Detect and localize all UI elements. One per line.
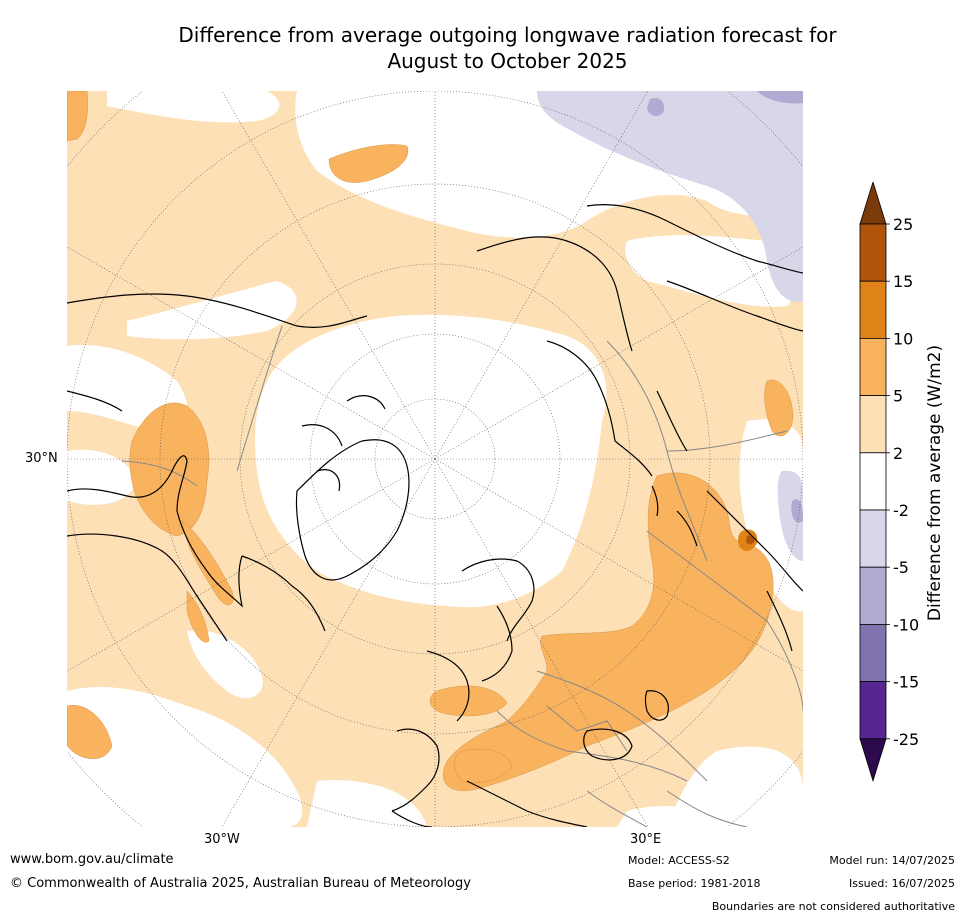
colorbar-segment-m10_m5 bbox=[859, 566, 887, 625]
colorbar-tick-label: 25 bbox=[893, 215, 913, 234]
colorbar: 25 15 10 5 2 -2 -5 -10 -15 -25 bbox=[859, 182, 919, 782]
footer-base-period: Base period: 1981-2018 bbox=[628, 877, 761, 890]
region-10-to-25 bbox=[738, 529, 758, 551]
colorbar-tick-label: 2 bbox=[893, 444, 903, 463]
lon-label-30e: 30°E bbox=[630, 832, 662, 847]
colorbar-segment-15_25 bbox=[859, 223, 887, 282]
title-line-1: Difference from average outgoing longwav… bbox=[178, 23, 837, 47]
footer-copyright: © Commonwealth of Australia 2025, Austra… bbox=[10, 876, 471, 891]
colorbar-tick-label: 5 bbox=[893, 387, 903, 406]
footer-url[interactable]: www.bom.gov.au/climate bbox=[10, 852, 174, 867]
footer-issued: Issued: 16/07/2025 bbox=[848, 877, 955, 890]
colorbar-tick-label: -2 bbox=[893, 501, 909, 520]
colorbar-segment-m25_m15 bbox=[859, 681, 887, 740]
colorbar-segment-2_5 bbox=[859, 395, 887, 454]
colorbar-segment-10_15 bbox=[859, 280, 887, 339]
chart-title: Difference from average outgoing longwav… bbox=[60, 22, 955, 74]
colorbar-tick-label: -5 bbox=[893, 558, 909, 577]
colorbar-tick-label: 15 bbox=[893, 272, 913, 291]
title-line-2: August to October 2025 bbox=[387, 49, 628, 73]
footer-model: Model: ACCESS-S2 bbox=[628, 854, 730, 867]
colorbar-title: Difference from average (W/m2) bbox=[925, 344, 945, 622]
colorbar-segment-m15_m10 bbox=[859, 623, 887, 682]
region-minus-2-to-minus-5 bbox=[537, 91, 803, 561]
footer-disclaimer: Boundaries are not considered authoritat… bbox=[711, 900, 955, 913]
colorbar-tick-label: -10 bbox=[893, 615, 919, 634]
lat-label-30n: 30°N bbox=[25, 451, 58, 466]
colorbar-under-arrow bbox=[859, 738, 887, 782]
graticule bbox=[67, 91, 803, 827]
footer-model-run: Model run: 14/07/2025 bbox=[829, 854, 955, 867]
colorbar-segment-5_10 bbox=[859, 337, 887, 396]
colorbar-tick-label: 10 bbox=[893, 329, 913, 348]
coastlines bbox=[67, 204, 803, 827]
colorbar-over-arrow bbox=[859, 182, 887, 225]
lon-label-30w: 30°W bbox=[204, 832, 240, 847]
colorbar-tick-label: -25 bbox=[893, 730, 919, 749]
region-minus-5-to-minus-10 bbox=[647, 91, 803, 523]
colorbar-segment-m5_m2 bbox=[859, 509, 887, 568]
political-boundaries bbox=[121, 325, 803, 827]
olr-anomaly-map bbox=[67, 91, 803, 827]
colorbar-segment-neutral bbox=[859, 452, 887, 511]
colorbar-tick-label: -15 bbox=[893, 673, 919, 692]
